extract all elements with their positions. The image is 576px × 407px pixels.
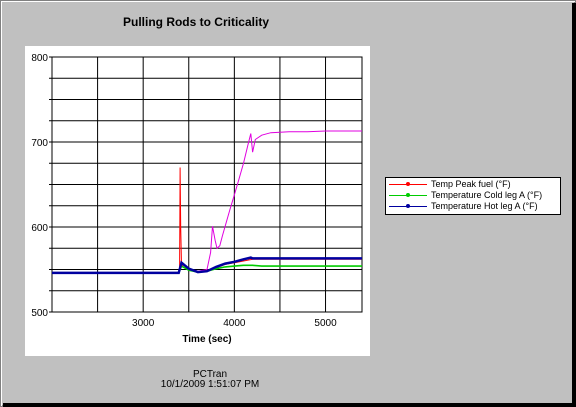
chart-plot: 500 600 700 800 3000 4000 5000 Time (sec) bbox=[31, 53, 363, 345]
x-axis-label: Time (sec) bbox=[182, 334, 231, 345]
legend-marker bbox=[406, 182, 410, 186]
plot-panel: 500 600 700 800 3000 4000 5000 Time (sec) bbox=[25, 46, 370, 356]
chart-legend: Temp Peak fuel (°F) Temperature Cold leg … bbox=[385, 177, 561, 215]
legend-label: Temp Peak fuel (°F) bbox=[431, 179, 511, 189]
series-line bbox=[180, 130, 362, 272]
x-tick-label: 4000 bbox=[223, 318, 246, 329]
footer-program-name: PCTran bbox=[192, 369, 228, 380]
footer-timestamp: 10/1/2009 1:51:07 PM bbox=[160, 379, 260, 390]
legend-label: Temperature Cold leg A (°F) bbox=[431, 190, 543, 200]
y-tick-label: 600 bbox=[31, 223, 48, 234]
y-tick-label: 800 bbox=[31, 53, 48, 64]
chart-title: Pulling Rods to Criticality bbox=[122, 15, 269, 29]
x-tick-label: 3000 bbox=[132, 318, 155, 329]
series-line bbox=[52, 167, 362, 274]
legend-marker bbox=[406, 204, 410, 208]
y-tick-label: 500 bbox=[31, 308, 48, 319]
window-shadow bbox=[572, 3, 576, 407]
y-tick-label: 700 bbox=[31, 138, 48, 149]
window-shadow bbox=[3, 403, 576, 407]
legend-marker bbox=[406, 193, 410, 197]
chart-footer: PCTran 10/1/2009 1:51:07 PM bbox=[80, 370, 340, 390]
series-line bbox=[52, 256, 362, 275]
legend-label: Temperature Hot leg A (°F) bbox=[431, 201, 538, 211]
x-tick-label: 5000 bbox=[314, 318, 337, 329]
